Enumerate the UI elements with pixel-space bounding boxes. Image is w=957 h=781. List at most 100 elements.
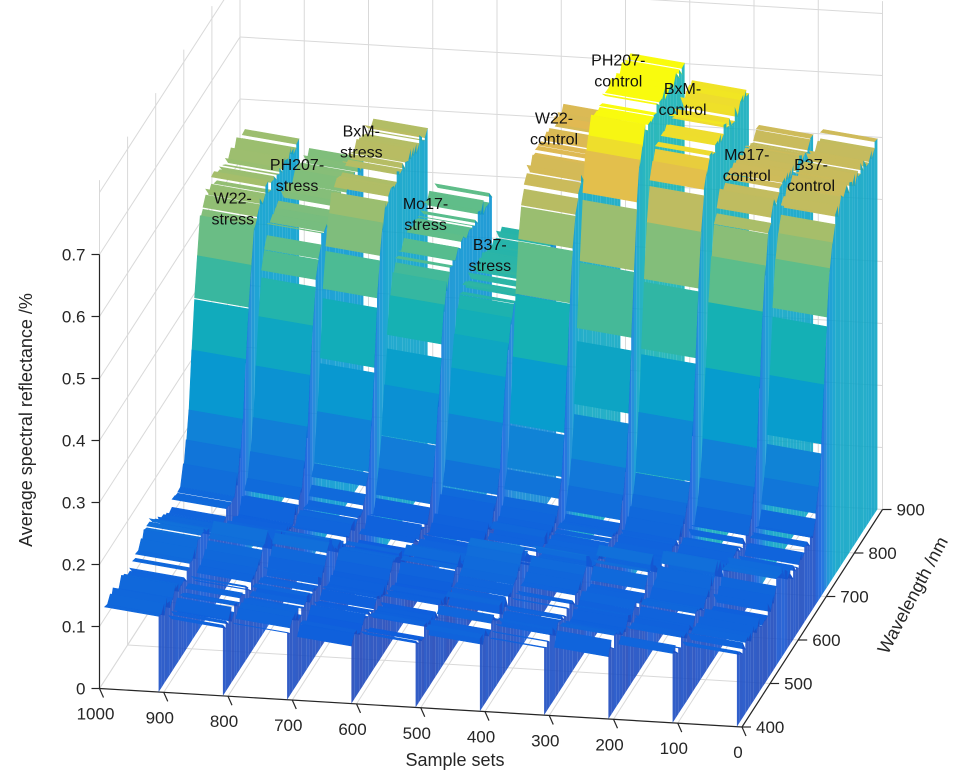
z-tick-label: 0.6 [62,308,86,327]
x-tick-label: 700 [274,716,302,735]
y-tick-label: 600 [812,631,840,650]
surface-side [784,569,788,653]
surface-side [681,635,684,710]
surface-side [499,601,503,681]
y-tick-label: 800 [868,544,896,563]
group-label-line: control [723,168,771,185]
x-tick-mark [355,703,362,714]
surface-side [866,162,869,527]
surface-side [421,637,424,699]
surface-side [508,592,511,668]
x-tick-label: 100 [660,739,688,758]
y-tick-label: 900 [897,501,925,520]
surface-side [843,185,847,562]
surface-side [854,171,858,544]
surface-side [653,565,657,650]
group-label-line: BxM- [343,124,380,141]
surface-side [611,647,614,715]
surface-patch [772,258,830,318]
surface-side [801,552,805,627]
surface-side [418,638,422,704]
surface-side [228,607,232,688]
y-tick-label: 500 [784,675,812,694]
surface-side [829,242,833,584]
surface-side [245,308,249,558]
surface-side [622,628,626,698]
group-label-line: BxM- [664,81,701,98]
x-tick-mark [612,719,619,729]
surface-side [479,634,483,712]
surface-side [164,597,167,684]
surface-side [683,632,687,706]
spectral-surfaces [103,53,879,727]
surface-side [482,629,486,707]
surface-patch [819,129,879,143]
surface-side [172,584,176,671]
surface-side [415,641,419,708]
x-tick-label: 500 [403,724,431,743]
x-tick-mark [548,715,554,725]
surface-side [770,595,774,675]
surface-patch [635,411,694,482]
surface-side [675,651,679,719]
surface-patch [194,255,252,308]
z-tick-label: 0.5 [62,370,86,389]
grid-line [99,36,241,255]
surface-side [354,630,357,700]
y-tick-label: 700 [840,588,868,607]
surface-side [161,603,165,688]
surface-side [795,567,799,636]
surface-side [840,195,844,566]
surface-side [493,617,497,690]
group-label: B37- stress [468,237,511,275]
group-label-line: control [787,178,835,195]
surface-side [234,602,237,679]
surface-side [158,613,162,692]
surface-side [753,627,757,701]
group-label-line: B37- [473,237,507,254]
surface-side [815,487,819,605]
group-label: BxM-stress [340,124,383,162]
surface-side [809,535,813,614]
group-label-line: control [659,102,707,119]
grid-line [99,0,225,193]
z-tick-label: 0 [76,680,85,699]
surface-side [678,647,681,715]
z-tick-label: 0.7 [62,246,86,265]
z-tick-label: 0.3 [62,494,86,513]
group-label: W22- control [530,110,578,148]
surface-side [790,574,794,644]
surface-patch [641,281,699,359]
surface-side [826,268,830,588]
group-label: W22- stress [211,190,254,228]
x-tick-label: 800 [210,712,238,731]
surface-side [787,569,791,649]
surface-side [628,614,631,689]
z-tick-label: 0.1 [62,618,86,637]
surface-side [351,633,355,704]
group-label: PH207- stress [270,157,324,195]
x-tick-label: 400 [467,728,495,747]
group-label: PH207- control [591,52,645,90]
group-label: BxM-control [659,81,707,119]
surface-b37-control [682,129,879,727]
surface-side [236,602,240,675]
x-tick-mark [484,711,490,721]
group-label-line: stress [468,258,511,275]
surface-side [485,629,489,703]
surface-patch [319,298,378,368]
surface-side [491,615,494,694]
x-tick-label: 300 [531,731,559,750]
group-label-line: PH207- [591,52,645,69]
surface-side [874,138,878,514]
surface-side [292,612,296,691]
surface-side [838,197,841,571]
group-label-line: PH207- [270,157,324,174]
surface-side [357,632,360,695]
surface-side [686,627,690,702]
surface-side [496,619,500,686]
surface-side [368,611,371,678]
surface-side [315,259,319,553]
surface-patch [643,222,702,289]
